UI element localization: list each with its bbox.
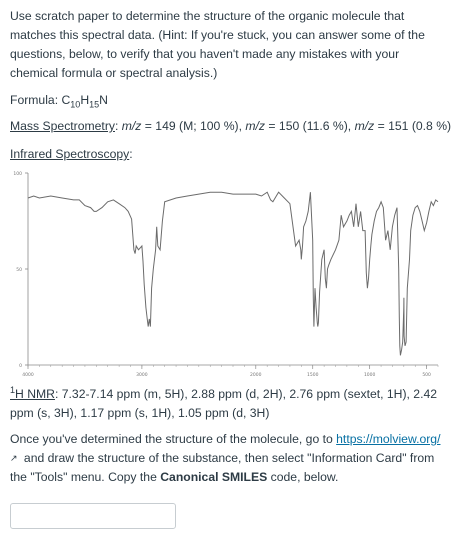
nmr-line: 1H NMR: 7.32-7.14 ppm (m, 5H), 2.88 ppm … <box>10 385 442 423</box>
mass-spec-line: Mass Spectrometry: m/z = 149 (M; 100 %),… <box>10 117 451 136</box>
instructions-part3: code, below. <box>267 470 339 484</box>
mz-value-2: = 150 (11.6 %), <box>265 119 355 133</box>
ir-x-tick-label: 1000 <box>364 372 376 378</box>
nmr-label-text: H NMR <box>15 387 55 401</box>
nmr-label: 1H NMR <box>10 384 55 401</box>
mz-label-2: m/z <box>245 119 266 133</box>
formula-h-count: 15 <box>89 99 100 110</box>
ir-x-tick-label: 500 <box>422 372 431 378</box>
formula-c: C <box>61 93 71 107</box>
formula-h: H <box>80 93 90 107</box>
ir-y-tick-label: 100 <box>13 171 22 177</box>
mz-label-3: m/z <box>354 119 375 133</box>
ir-axes <box>25 172 439 369</box>
ir-heading: Infrared Spectroscopy: <box>10 145 442 164</box>
ir-y-tick-label: 50 <box>16 267 22 273</box>
mz-label-1: m/z <box>121 119 142 133</box>
intro-text: Use scratch paper to determine the struc… <box>10 9 425 80</box>
external-link-icon[interactable]: ↗ <box>10 453 18 463</box>
ir-x-tick-label: 1500 <box>307 372 319 378</box>
nmr-colon: : <box>54 387 62 401</box>
instructions: Once you've determined the structure of … <box>10 430 442 487</box>
formula-c-count: 10 <box>70 99 81 110</box>
mass-spec-colon: : <box>114 119 122 133</box>
instructions-bold: Canonical SMILES <box>160 470 268 484</box>
instructions-part2: and draw the structure of the substance,… <box>10 451 435 484</box>
ir-x-tick-label: 3000 <box>136 372 148 378</box>
smiles-answer-input[interactable] <box>10 503 176 529</box>
nmr-data: 7.32-7.14 ppm (m, 5H), 2.88 ppm (d, 2H),… <box>10 387 438 420</box>
molview-link[interactable]: https://molview.org/ <box>336 432 441 446</box>
mass-spec-label: Mass Spectrometry <box>10 119 115 133</box>
ir-label: Infrared Spectroscopy <box>10 147 130 161</box>
ir-y-tick-label: 0 <box>19 363 22 369</box>
ir-colon: : <box>129 147 133 161</box>
mz-value-3: = 151 (0.8 %) <box>374 119 451 133</box>
ir-x-tick-label: 4000 <box>22 372 34 378</box>
mz-value-1: = 149 (M; 100 %), <box>141 119 246 133</box>
ir-x-tick-label: 2000 <box>250 372 262 378</box>
formula-n: N <box>99 93 108 107</box>
formula-line: Formula: C10H15N <box>10 91 442 110</box>
ir-spectrum-line <box>27 191 439 356</box>
formula-label: Formula: <box>10 93 62 107</box>
nmr-label-sup: 1 <box>10 384 16 395</box>
instructions-part1: Once you've determined the structure of … <box>10 432 337 446</box>
